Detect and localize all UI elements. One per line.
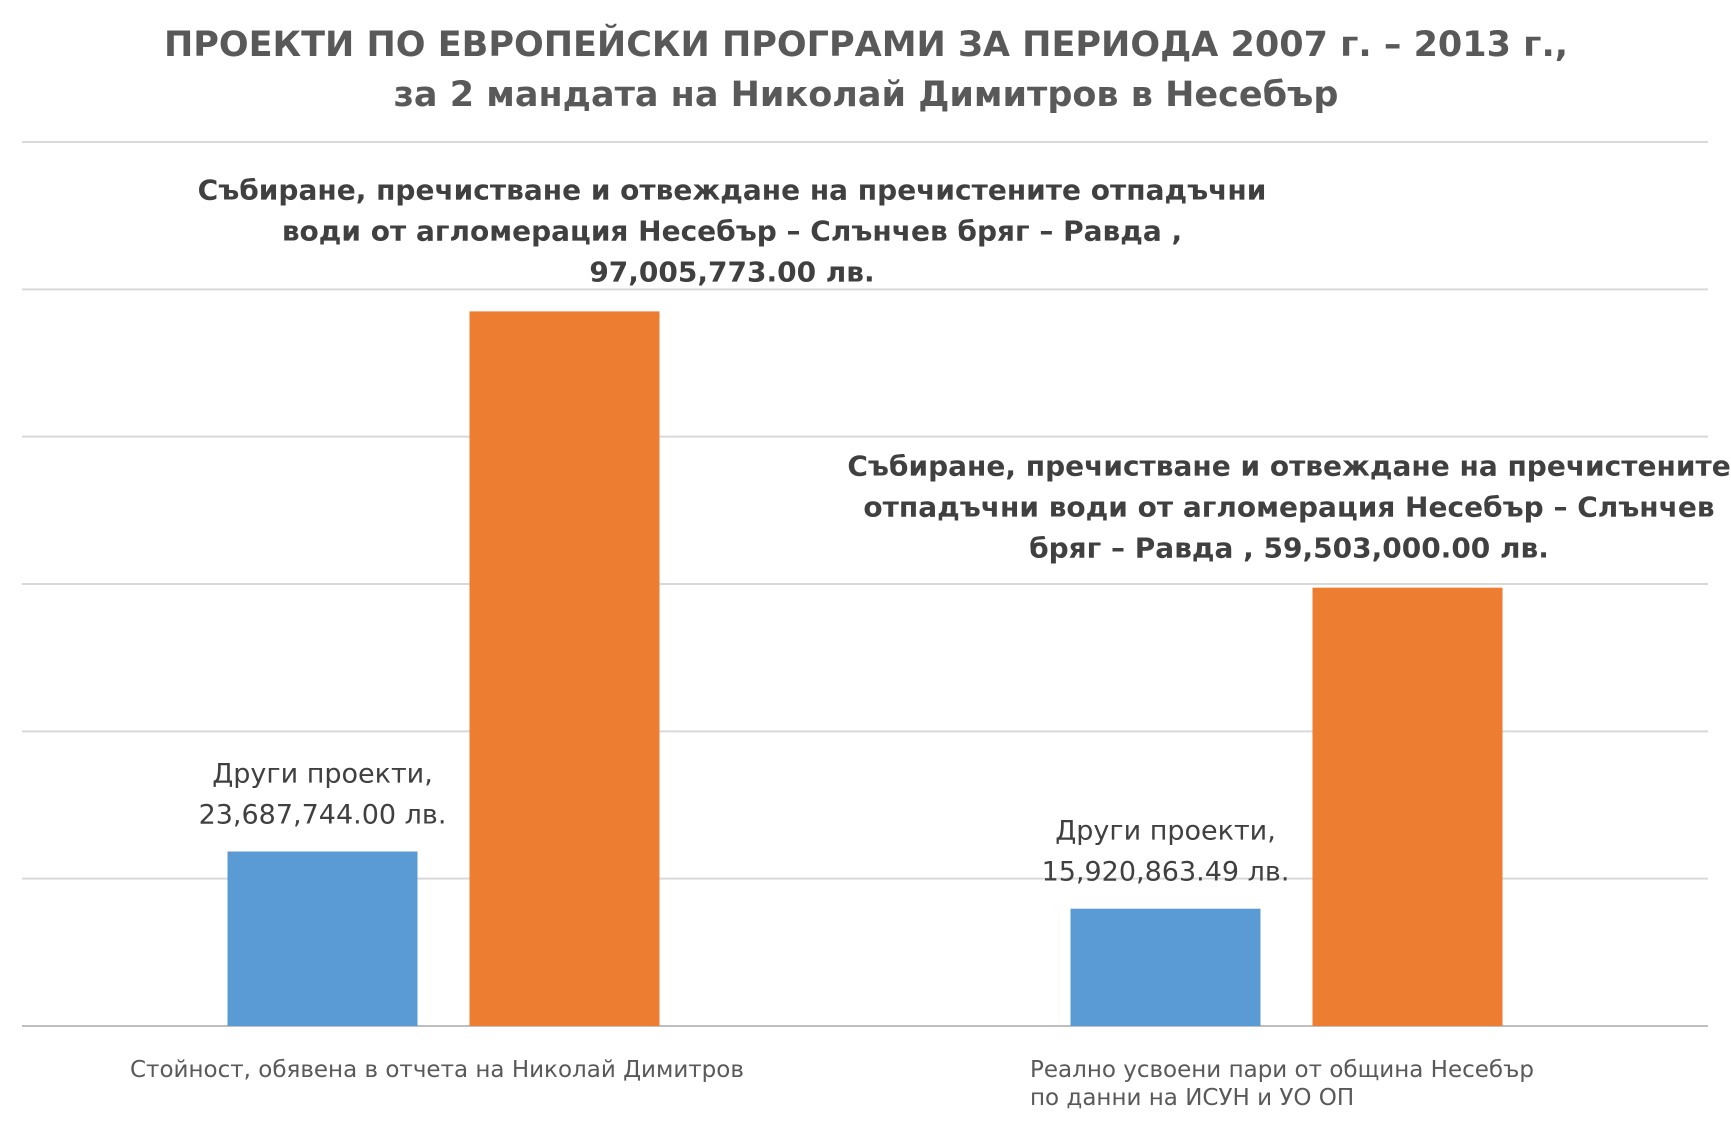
data-label-series2-cat2: Събиране, пречистване и отвеждане на пре… (847, 450, 1730, 565)
chart-title: ПРОЕКТИ ПО ЕВРОПЕЙСКИ ПРОГРАМИ ЗА ПЕРИОД… (164, 23, 1568, 115)
data-label-series1-cat1: Други проекти, 23,687,744.00 лв. (199, 759, 447, 831)
data-label-series1-cat2: Други проекти, 15,920,863.49 лв. (1042, 816, 1290, 888)
category-label-2: Реално усвоени пари от община Несебър по … (1030, 1057, 1534, 1111)
bar-series1-cat1 (227, 851, 418, 1026)
category-label-1: Стойност, обявена в отчета на Николай Ди… (130, 1057, 744, 1083)
data-label-series2-cat1: Събиране, пречистване и отвеждане на пре… (198, 173, 1267, 288)
title-line-2: за 2 мандата на Николай Димитров в Несеб… (394, 75, 1339, 115)
bar-series2-cat1 (469, 311, 660, 1026)
bar-series1-cat2 (1070, 908, 1261, 1026)
title-line-1: ПРОЕКТИ ПО ЕВРОПЕЙСКИ ПРОГРАМИ ЗА ПЕРИОД… (164, 23, 1568, 65)
category-labels: Стойност, обявена в отчета на Николай Ди… (130, 1057, 1534, 1111)
bar-series2-cat2 (1312, 587, 1503, 1026)
bars (227, 311, 1503, 1026)
data-labels: Други проекти, 23,687,744.00 лв. Събиране,… (198, 173, 1731, 887)
